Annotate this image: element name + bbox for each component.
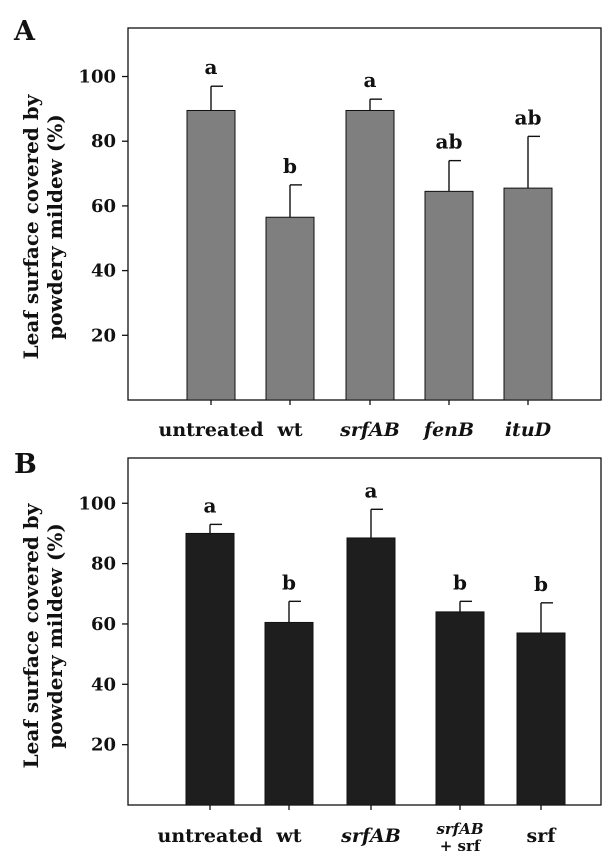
category-label-b-4: srf: [527, 825, 558, 847]
significance-label-b-4: b: [534, 572, 548, 596]
significance-label-b-0: a: [204, 493, 217, 517]
significance-label-a-0: a: [205, 55, 218, 79]
bar-b-1: [264, 621, 314, 806]
y-tick-label-b-2: 60: [91, 614, 116, 635]
y-axis-label-a-line1: Leaf surface covered by: [19, 93, 43, 359]
panel-a: A Leaf surface covered by powdery mildew…: [13, 16, 602, 441]
category-label-b-2: srfAB: [340, 825, 401, 847]
category-label-a-4: ituD: [505, 419, 552, 441]
chart-marks-a: 20 40 60 80 100 a untreated b wt a srfAB ab fenB ab it…: [78, 55, 553, 441]
y-tick-label-a-3: 80: [91, 131, 116, 152]
y-tick-label-a-2: 60: [91, 196, 116, 217]
significance-label-b-1: b: [282, 570, 296, 594]
y-tick-label-a-4: 100: [78, 67, 116, 88]
y-tick-label-b-3: 80: [91, 554, 116, 575]
bar-b-2: [346, 537, 396, 806]
category-label-b-3-line0: srfAB: [436, 820, 483, 838]
category-label-a-2: srfAB: [339, 419, 400, 441]
y-axis-label-b-line2: powdery mildew (%): [43, 523, 67, 749]
bar-a-4: [503, 187, 553, 401]
y-tick-label-b-0: 20: [91, 735, 116, 756]
y-tick-label-b-4: 100: [78, 493, 116, 514]
category-label-b-0: untreated: [158, 825, 263, 847]
bar-a-1: [265, 216, 315, 401]
significance-label-a-1: b: [283, 154, 297, 178]
significance-label-a-2: a: [364, 68, 377, 92]
y-tick-label-a-0: 20: [91, 325, 116, 346]
bar-b-4: [516, 632, 566, 806]
significance-label-b-3: b: [453, 570, 467, 594]
category-label-b-3-line1: + srf: [440, 837, 482, 855]
panel-b: B Leaf surface covered by powdery mildew…: [14, 449, 602, 855]
category-label-b-1: wt: [275, 825, 301, 847]
panel-label-a: A: [13, 16, 36, 47]
y-tick-label-b-1: 40: [91, 674, 116, 695]
y-axis-label-b-line1: Leaf surface covered by: [19, 502, 43, 768]
significance-label-b-2: a: [365, 478, 378, 502]
bar-a-2: [345, 109, 395, 401]
category-label-a-0: untreated: [159, 419, 264, 441]
significance-label-a-3: ab: [436, 130, 463, 154]
category-label-a-3: fenB: [422, 419, 474, 441]
category-label-a-1: wt: [276, 419, 302, 441]
bar-a-3: [424, 190, 474, 401]
y-tick-label-a-1: 40: [91, 261, 116, 282]
bar-a-0: [186, 109, 236, 401]
panel-label-b: B: [14, 449, 37, 480]
bar-b-3: [435, 611, 485, 806]
bar-b-0: [185, 532, 235, 806]
significance-label-a-4: ab: [515, 105, 542, 129]
y-axis-label-a-line2: powdery mildew (%): [43, 114, 67, 340]
